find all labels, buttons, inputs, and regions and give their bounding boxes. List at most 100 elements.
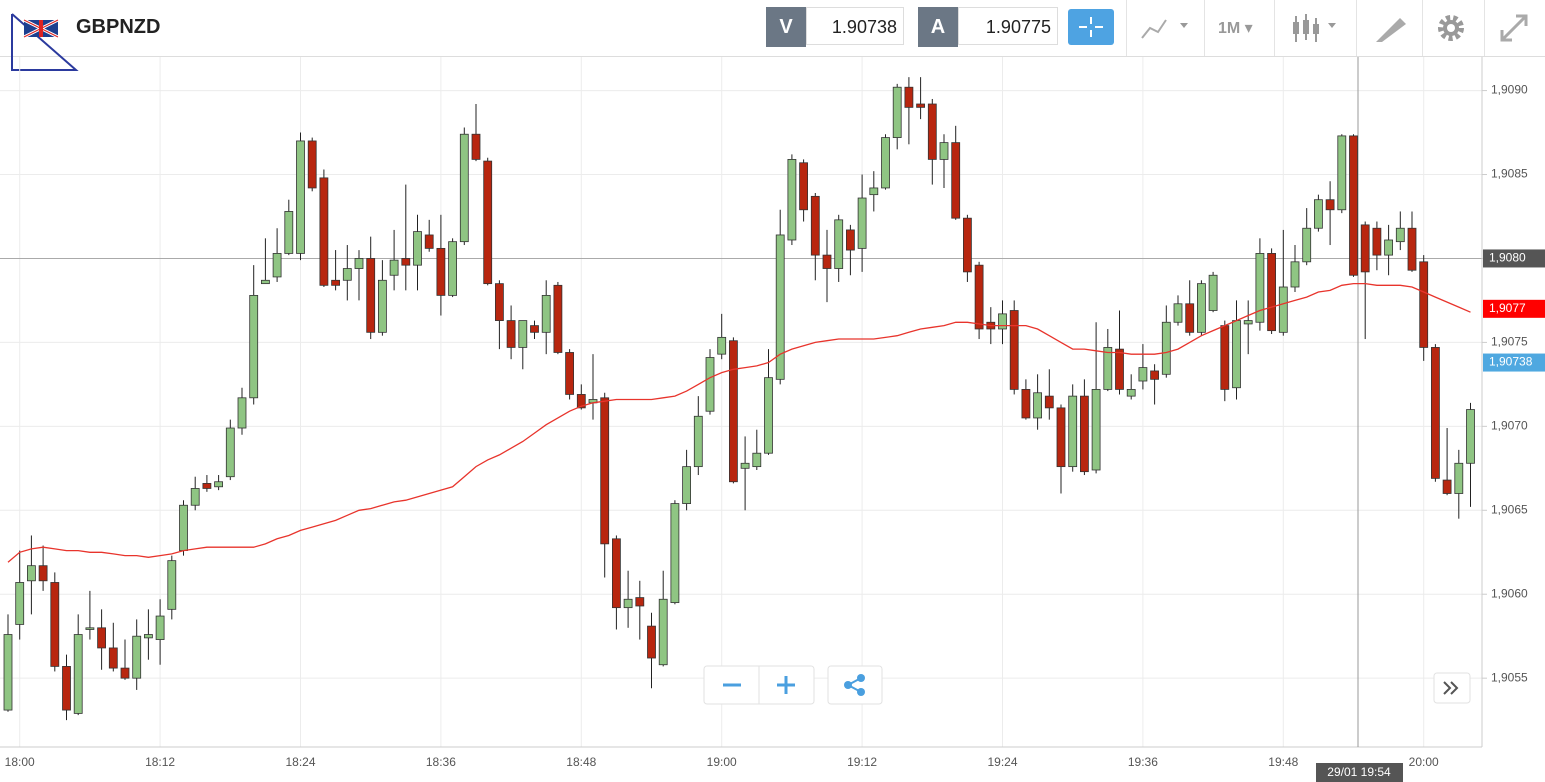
x-tick-label: 18:48 [566, 755, 596, 769]
y-tick-label: 1,9085 [1491, 167, 1528, 181]
candle-body [752, 452, 762, 468]
candle-body [963, 217, 972, 273]
candle-body [471, 133, 481, 160]
candle-body [424, 234, 434, 249]
candle-body [1349, 135, 1358, 276]
last-price-label-box [1483, 353, 1545, 372]
last-price-label: 1,90738 [1489, 355, 1533, 369]
candle-body [998, 313, 1007, 330]
candle-body [389, 259, 399, 276]
crosshair-time-box [1316, 763, 1403, 782]
candle-body [892, 86, 902, 138]
share-button[interactable] [827, 665, 883, 705]
candle-body [939, 142, 949, 160]
ask-price: 1.90775 [958, 7, 1058, 45]
candle-body [179, 504, 188, 551]
scroll-end-button[interactable] [1433, 672, 1471, 704]
x-tick-label: 19:12 [847, 755, 877, 769]
candle-body [729, 340, 738, 483]
candle-body [1442, 479, 1452, 494]
x-tick-label: 18:24 [285, 755, 315, 769]
candle-body [190, 488, 200, 506]
candle-body [26, 565, 36, 582]
zoom-in[interactable] [777, 676, 795, 694]
candle-body [494, 283, 504, 321]
candle-body [810, 195, 820, 256]
settings-button[interactable] [1432, 8, 1472, 48]
candle-body [506, 320, 516, 348]
candle-body [1360, 224, 1370, 273]
x-tick-label: 19:00 [707, 755, 737, 769]
candle-body [108, 647, 118, 669]
candle-body [1325, 199, 1335, 211]
candle-body [658, 598, 668, 666]
y-tick-label: 1,9065 [1491, 502, 1528, 516]
candle-body [600, 397, 610, 545]
timeframe-button[interactable]: 1M ▾ [1218, 20, 1253, 37]
candle-body [834, 219, 844, 269]
chart-type-button[interactable] [1136, 8, 1196, 48]
candle-body [1419, 261, 1429, 348]
candle-body [62, 666, 71, 711]
candle-body [377, 279, 387, 333]
candle-body [1407, 227, 1417, 271]
crosshair-price-label: 1,9080 [1489, 251, 1526, 265]
crosshair-button[interactable] [1068, 9, 1116, 47]
drawing-button[interactable] [1372, 8, 1412, 48]
candle-body [1431, 347, 1440, 479]
candle-body [1080, 395, 1089, 473]
candle-body [73, 634, 83, 714]
candle-body [612, 538, 621, 609]
fullscreen-button[interactable] [1494, 8, 1534, 48]
candle-body [1302, 227, 1312, 263]
candle-body [740, 462, 750, 469]
candle-body [307, 140, 317, 189]
candle-body [1021, 389, 1031, 419]
candle-body [436, 247, 446, 296]
x-tick-label: 18:12 [145, 755, 175, 769]
candle-body [1033, 392, 1042, 419]
candle-body [1091, 389, 1101, 471]
chart: 1,9055 1,9060 1,9065 1,9070 1,9075 1,9080 1,90… [0, 57, 1545, 782]
candle-body [401, 258, 411, 266]
candle-body [1056, 407, 1066, 468]
candle-body [541, 294, 551, 333]
candle-body [530, 325, 539, 333]
candle-body [869, 187, 879, 196]
candle-body [1337, 135, 1347, 211]
candle-body [787, 159, 797, 241]
candle-body [846, 229, 855, 251]
bid-button[interactable]: V [766, 7, 806, 47]
candle-body [1150, 370, 1159, 380]
moving-average [7, 282, 1471, 563]
candle-body [693, 415, 703, 468]
zoom-controls [703, 665, 1471, 705]
candle-body [167, 560, 177, 610]
candle-body [1044, 395, 1054, 409]
candle-body [1185, 303, 1195, 333]
candle-body [1115, 348, 1124, 390]
toolbar: GBPNZD V 1.90738 A 1.90775 1M ▾ [0, 0, 1545, 71]
ask-button[interactable]: A [918, 7, 958, 47]
candle-body [623, 598, 633, 609]
candle-body [670, 503, 680, 604]
candle-body [682, 466, 691, 504]
crosshair-price-label-box [1483, 249, 1545, 268]
y-tick-label: 1,9055 [1491, 670, 1528, 684]
candle-body [1103, 347, 1113, 390]
candle-body [132, 635, 142, 679]
candle-body [647, 625, 656, 659]
candle-body [1384, 239, 1393, 256]
candle-body [799, 162, 808, 211]
candle-style-button[interactable] [1288, 8, 1348, 48]
candle-body [565, 352, 574, 395]
candle-body [717, 336, 727, 355]
candle-body [1220, 325, 1230, 390]
y-tick-label: 1,9075 [1491, 335, 1528, 349]
candle-body [1466, 409, 1475, 464]
candle-body [857, 197, 867, 249]
y-tick-label: 1,9090 [1491, 83, 1528, 97]
bid-price: 1.90738 [806, 7, 904, 45]
candle-body [1197, 283, 1206, 333]
candle-body [1161, 321, 1171, 375]
